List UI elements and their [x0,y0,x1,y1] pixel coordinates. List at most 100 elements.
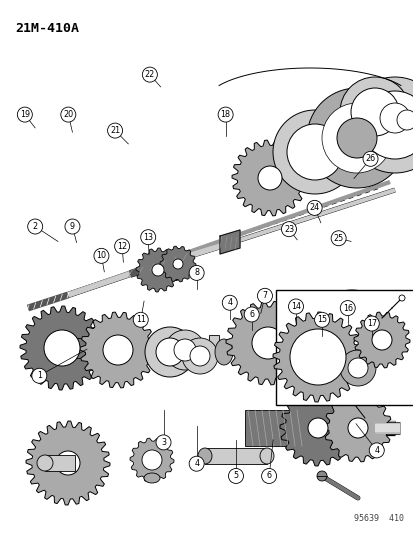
Text: 14: 14 [290,302,300,311]
Circle shape [244,307,259,322]
Text: 23: 23 [283,225,293,233]
Circle shape [261,469,276,483]
Circle shape [222,295,237,310]
Ellipse shape [197,448,211,464]
Circle shape [56,451,80,475]
Text: 9: 9 [70,222,75,231]
Ellipse shape [214,339,233,365]
Polygon shape [80,312,156,388]
Text: 21M-410A: 21M-410A [15,22,79,35]
Circle shape [145,327,195,377]
Circle shape [32,368,47,383]
Text: 21: 21 [110,126,120,135]
Text: 1: 1 [37,372,42,380]
Circle shape [350,88,398,136]
Bar [62,338,90,358]
Text: 12: 12 [117,242,127,251]
Circle shape [371,330,391,350]
Text: 19: 19 [20,110,30,119]
Circle shape [289,329,345,385]
Circle shape [296,322,332,358]
Text: 10: 10 [96,252,106,260]
Circle shape [354,298,413,358]
Circle shape [17,107,32,122]
Polygon shape [323,394,391,462]
Bar [204,448,266,464]
Circle shape [28,219,43,234]
Circle shape [336,118,376,158]
Circle shape [107,123,122,138]
Ellipse shape [259,448,273,464]
Bar [209,335,218,355]
Circle shape [309,290,393,374]
Polygon shape [26,421,110,505]
Circle shape [316,471,326,481]
Circle shape [286,124,342,180]
Circle shape [114,239,129,254]
Circle shape [156,435,171,450]
Bar [244,410,304,446]
Text: 4: 4 [194,459,199,468]
Circle shape [339,77,409,147]
Polygon shape [130,438,173,482]
Circle shape [306,200,321,215]
Circle shape [103,335,133,365]
Text: 3: 3 [161,438,166,447]
Circle shape [272,110,356,194]
Text: 13: 13 [143,233,153,241]
Text: 24: 24 [309,204,319,212]
Bar [275,290,413,405]
Circle shape [165,330,204,370]
Text: 18: 18 [220,110,230,119]
Circle shape [284,310,344,370]
Circle shape [360,91,413,159]
Text: 2: 2 [33,222,38,231]
Circle shape [140,230,155,245]
Circle shape [347,308,391,352]
Text: 95639  410: 95639 410 [353,514,403,523]
Circle shape [347,418,367,438]
Circle shape [257,166,281,190]
Circle shape [325,337,345,357]
Circle shape [347,358,367,378]
Bar [329,418,344,438]
Polygon shape [353,312,409,368]
Circle shape [334,315,368,349]
Circle shape [390,104,413,136]
Circle shape [61,107,76,122]
Circle shape [321,103,391,173]
Text: 11: 11 [135,316,145,324]
Circle shape [384,308,413,348]
Circle shape [252,327,283,359]
Polygon shape [231,140,307,216]
Circle shape [346,77,413,173]
Text: 17: 17 [366,319,376,328]
Circle shape [182,338,218,374]
Circle shape [65,219,80,234]
Text: 4: 4 [373,446,378,455]
Text: 15: 15 [316,316,326,324]
Circle shape [362,151,377,166]
Ellipse shape [144,473,159,483]
Text: 25: 25 [333,234,343,243]
Circle shape [314,312,329,327]
Circle shape [330,231,345,246]
Text: 6: 6 [249,310,254,319]
Circle shape [307,418,327,438]
Circle shape [44,330,80,366]
Text: 4: 4 [227,298,232,307]
Circle shape [371,306,413,354]
Circle shape [94,248,109,263]
Circle shape [334,295,404,365]
Circle shape [173,339,195,361]
Text: 7: 7 [262,292,267,300]
Circle shape [173,259,183,269]
Polygon shape [225,301,309,385]
Circle shape [379,314,411,346]
Circle shape [396,110,413,130]
Polygon shape [272,312,362,402]
Circle shape [398,295,404,301]
Circle shape [365,309,403,347]
Text: 16: 16 [342,304,352,312]
Circle shape [339,301,354,316]
